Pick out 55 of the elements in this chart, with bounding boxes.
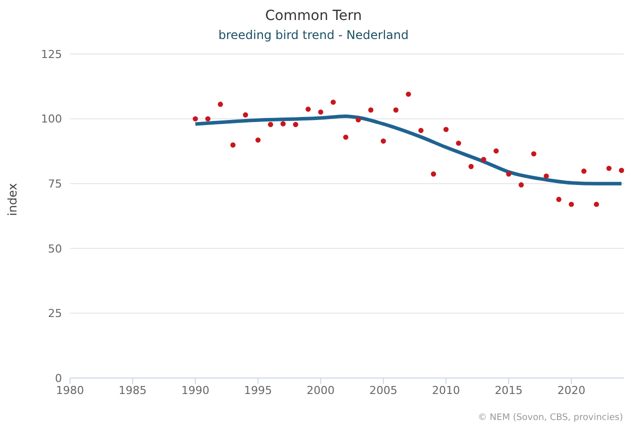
point: [594, 202, 600, 207]
y-axis-title: index: [5, 183, 20, 216]
text: © NEM (Sovon, CBS, provincies): [478, 413, 623, 423]
y-tick-label: 0: [55, 372, 62, 385]
point: [218, 102, 224, 107]
point: [606, 166, 612, 171]
y-tick-label: 75: [48, 178, 62, 191]
point: [581, 168, 586, 174]
point: [255, 137, 261, 143]
point: [230, 142, 236, 148]
line-series: [194, 114, 624, 186]
chart-subtitle: breeding bird trend - Nederland: [217, 28, 410, 42]
y-tick-label: 50: [48, 242, 62, 256]
x-tick-label: 2020: [557, 384, 586, 397]
point: [418, 128, 424, 134]
point: [393, 107, 398, 113]
point: [531, 151, 536, 156]
point: [368, 107, 374, 113]
point: [205, 116, 210, 122]
point: [518, 182, 524, 188]
point: [343, 134, 348, 140]
point: [406, 92, 412, 97]
x-tick-label: 1990: [181, 384, 210, 397]
point: [268, 122, 274, 128]
point: [494, 148, 499, 154]
point: [192, 116, 198, 122]
point: [306, 106, 311, 112]
point: [443, 126, 449, 132]
point: [280, 121, 286, 126]
point: [330, 100, 336, 105]
chart-title: Common Tern: [264, 8, 363, 24]
point: [481, 156, 486, 162]
y-tick-label: 25: [48, 307, 62, 320]
point: [430, 171, 436, 177]
point: [356, 117, 361, 122]
point: [318, 109, 324, 115]
point: [506, 171, 512, 177]
x-tick-label: 2000: [306, 384, 335, 397]
y-tick-label: 125: [41, 48, 62, 61]
y-tick-label: 100: [41, 112, 62, 126]
x-tick-label: 1995: [244, 384, 272, 397]
point: [618, 168, 624, 173]
point: [293, 122, 298, 128]
x-tick-label: 2015: [494, 384, 523, 397]
point: [456, 140, 462, 146]
x-tick-label: 1985: [118, 384, 147, 397]
point: [468, 164, 474, 170]
x-tick-label: 2005: [369, 384, 398, 397]
point: [242, 112, 248, 118]
point: [380, 138, 386, 144]
point: [556, 196, 562, 202]
x-tick-label: 1980: [56, 384, 84, 397]
x-tick-label: 2010: [432, 384, 460, 397]
point: [544, 173, 549, 179]
point: [568, 202, 574, 207]
